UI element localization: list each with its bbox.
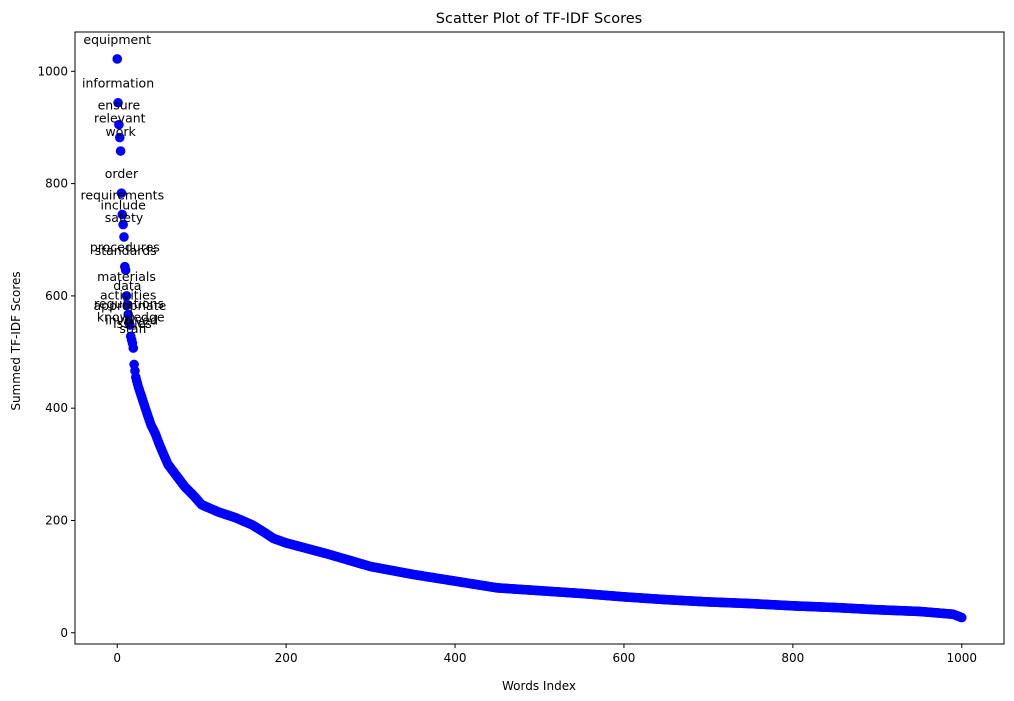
y-tick-label: 1000 [37, 64, 68, 78]
data-point [116, 188, 127, 198]
x-tick-label: 800 [781, 651, 804, 665]
point-annotation: knowledge [97, 309, 165, 324]
point-annotation: data [113, 278, 141, 293]
y-tick-label: 0 [60, 626, 68, 640]
data-point [114, 119, 124, 130]
x-tick-label: 400 [444, 651, 467, 665]
point-annotation: appropriate [93, 298, 166, 313]
x-tick-label: 0 [113, 651, 121, 665]
data-point [121, 291, 132, 301]
x-tick-label: 200 [275, 651, 298, 665]
point-annotation: include [100, 198, 146, 213]
data-point [113, 97, 123, 108]
point-annotation: regulations [94, 296, 164, 311]
data-point [128, 343, 139, 353]
y-tick-label: 800 [45, 177, 68, 191]
data-points [112, 54, 967, 623]
point-annotation: standards [95, 243, 157, 258]
point-annotation: information [82, 76, 154, 91]
y-tick-label: 600 [45, 289, 68, 303]
point-annotation: activities [100, 287, 156, 302]
x-axis: 0 200 400 600 800 1000 [113, 644, 977, 665]
point-annotation: ensure [98, 98, 141, 113]
x-tick-label: 600 [613, 651, 636, 665]
point-annotation: requirements [80, 187, 164, 202]
point-annotation: staff [119, 321, 147, 336]
plot-area-frame [74, 31, 1005, 645]
y-tick-label: 200 [45, 513, 68, 527]
point-annotation: procedures [90, 240, 160, 255]
point-annotation: order [105, 166, 139, 181]
point-annotation: work [105, 124, 136, 139]
data-point [119, 232, 129, 242]
point-annotation: relevant [94, 111, 146, 126]
data-point [123, 309, 134, 320]
point-annotation: safety [105, 210, 144, 225]
data-point [122, 300, 133, 310]
y-axis: 0 200 400 600 800 1000 [37, 64, 75, 640]
point-annotation: materials [97, 269, 156, 284]
y-tick-label: 400 [45, 401, 68, 415]
y-axis-label: Summed TF-IDF Scores [9, 271, 23, 410]
data-point [115, 146, 126, 156]
x-axis-label: Words Index [502, 679, 576, 693]
x-tick-label: 1000 [946, 651, 977, 665]
point-annotation: issues [113, 316, 152, 331]
data-point [112, 54, 123, 64]
point-annotation: involved [105, 313, 158, 328]
point-annotation: equipment [83, 32, 151, 47]
data-point [125, 320, 135, 330]
data-point [114, 132, 125, 143]
data-point [120, 265, 131, 275]
data-point [956, 612, 967, 623]
data-point [117, 209, 128, 220]
chart-title: Scatter Plot of TF-IDF Scores [436, 11, 642, 27]
data-point [118, 219, 128, 230]
